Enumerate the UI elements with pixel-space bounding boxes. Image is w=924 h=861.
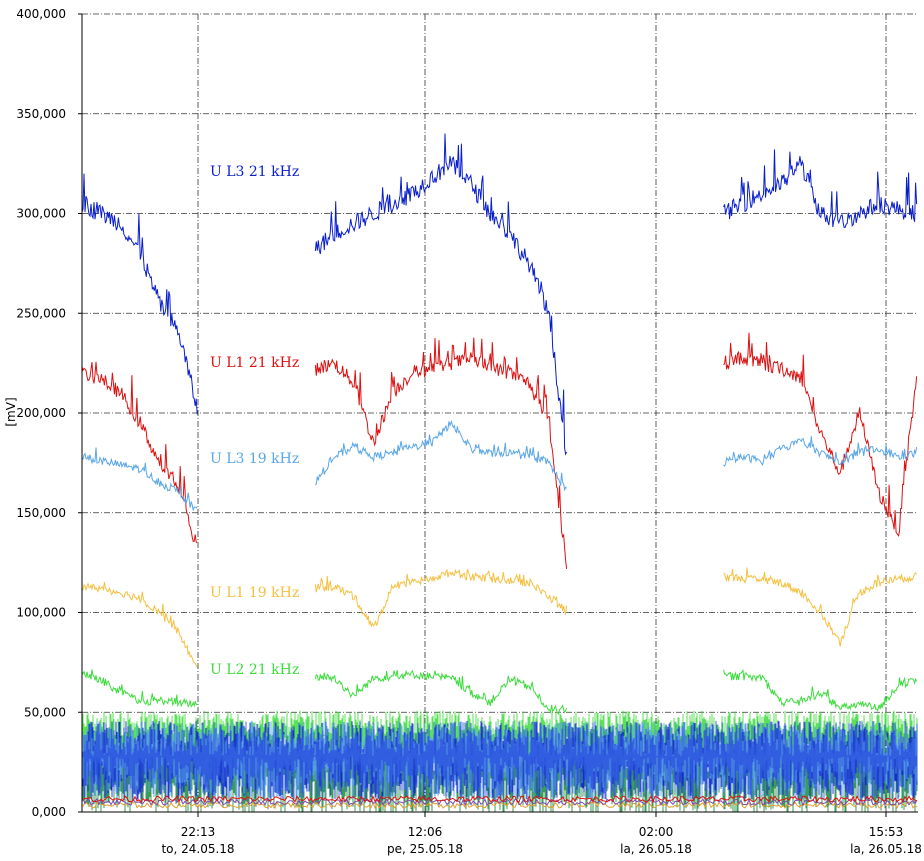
y-tick-label: 400,000 bbox=[16, 7, 66, 21]
noise-trace bbox=[82, 721, 918, 800]
series-label: U L2 21 kHz bbox=[210, 662, 299, 678]
y-tick-label: 300,000 bbox=[16, 207, 66, 221]
series-labels: U L3 21 kHz U L1 21 kHz U L3 19 kHz U L1 19… bbox=[210, 164, 299, 678]
x-tick-date: to, 24.05.18 bbox=[161, 842, 234, 856]
series-line bbox=[81, 419, 918, 511]
grid bbox=[82, 13, 918, 812]
series-label: U L3 19 kHz bbox=[210, 451, 299, 467]
y-tick-label: 0,000 bbox=[32, 805, 66, 819]
series-line bbox=[81, 669, 918, 716]
series-line bbox=[81, 332, 918, 569]
noise-band bbox=[82, 710, 918, 812]
y-axis-label: [mV] bbox=[4, 397, 18, 426]
y-tick-label: 250,000 bbox=[16, 306, 66, 320]
baseline-trace bbox=[82, 794, 918, 804]
series-line bbox=[81, 567, 917, 668]
x-tick-date: la, 26.05.18 bbox=[850, 842, 922, 856]
series-label: U L3 21 kHz bbox=[210, 164, 299, 180]
x-tick-time: 02:00 bbox=[639, 825, 674, 839]
x-tick-time: 15:53 bbox=[869, 825, 904, 839]
x-tick-time: 12:06 bbox=[408, 825, 443, 839]
x-tick-time: 22:13 bbox=[181, 825, 216, 839]
baseline-trace bbox=[82, 797, 918, 807]
x-tick-date: pe, 25.05.18 bbox=[387, 842, 463, 856]
baseline-trace bbox=[82, 800, 918, 810]
y-tick-label: 350,000 bbox=[16, 107, 66, 121]
series-line bbox=[81, 133, 918, 456]
y-tick-label: 200,000 bbox=[16, 406, 66, 420]
y-tick-label: 50,000 bbox=[24, 705, 66, 719]
series-group bbox=[81, 133, 918, 716]
x-tick-date: la, 26.05.18 bbox=[620, 842, 692, 856]
axes: 0,000 50,000 100,000 150,000 200,000 250,000 3… bbox=[16, 7, 922, 856]
series-label: U L1 21 kHz bbox=[210, 355, 299, 371]
series-label: U L1 19 kHz bbox=[210, 585, 299, 601]
y-tick-label: 150,000 bbox=[16, 506, 66, 520]
y-tick-label: 100,000 bbox=[16, 606, 66, 620]
